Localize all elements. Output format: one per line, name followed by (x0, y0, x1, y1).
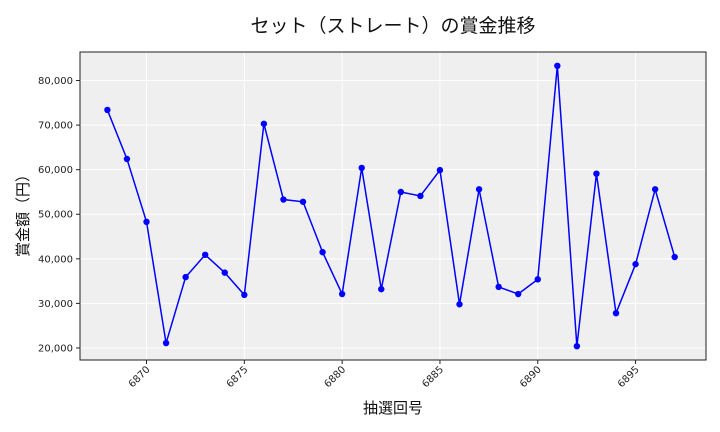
data-point-markers (104, 62, 678, 350)
grid-lines (80, 52, 706, 360)
data-point (104, 106, 111, 114)
data-point (612, 309, 620, 317)
data-point (221, 269, 228, 276)
data-point (651, 186, 659, 193)
data-point (397, 188, 405, 196)
y-tick-label: 80,000 (38, 76, 73, 87)
y-axis-ticks: 20,000 30,000 40,000 50,000 60,000 70,000 80,0… (38, 76, 80, 354)
x-axis-ticks: 6870 6875 6880 6885 6890 6895 (127, 360, 642, 390)
data-point (417, 192, 424, 200)
prize-line-series (106, 65, 676, 347)
data-point (260, 120, 268, 127)
data-point (456, 301, 463, 308)
y-tick-label: 30,000 (38, 299, 73, 310)
data-point (515, 290, 522, 298)
data-point (495, 283, 502, 291)
data-point (378, 285, 385, 293)
y-tick-label: 20,000 (38, 343, 73, 354)
data-point (534, 276, 541, 283)
x-tick-label: 6895 (616, 364, 642, 390)
y-tick-label: 60,000 (38, 165, 73, 176)
data-point (241, 291, 248, 299)
plot-frame (79, 51, 707, 361)
data-point (358, 164, 365, 172)
x-tick-label: 6885 (420, 364, 446, 390)
data-point (280, 196, 287, 203)
data-point (162, 339, 170, 347)
data-point (319, 248, 326, 256)
y-axis-label: 賞金額（円） (14, 167, 32, 257)
data-point (554, 62, 561, 70)
y-tick-label: 50,000 (38, 210, 73, 221)
y-tick-label: 40,000 (38, 254, 73, 265)
plot-area (80, 52, 706, 360)
x-tick-label: 6870 (127, 364, 153, 390)
data-point (182, 273, 189, 281)
data-point (143, 218, 150, 226)
data-point (573, 342, 581, 350)
x-tick-label: 6890 (518, 364, 544, 390)
x-axis-label: 抽選回号 (363, 399, 423, 417)
data-point (593, 170, 600, 177)
x-tick-label: 6875 (225, 364, 251, 390)
x-tick-label: 6880 (322, 364, 348, 390)
data-point (632, 260, 639, 268)
data-point (436, 166, 444, 174)
data-point (475, 186, 483, 193)
y-tick-label: 70,000 (38, 121, 73, 132)
data-point (123, 155, 131, 163)
data-point (299, 198, 307, 205)
chart-title: セット（ストレート）の賞金推移 (250, 15, 535, 37)
data-point (202, 251, 209, 259)
data-point (671, 253, 678, 261)
data-point (338, 290, 346, 298)
